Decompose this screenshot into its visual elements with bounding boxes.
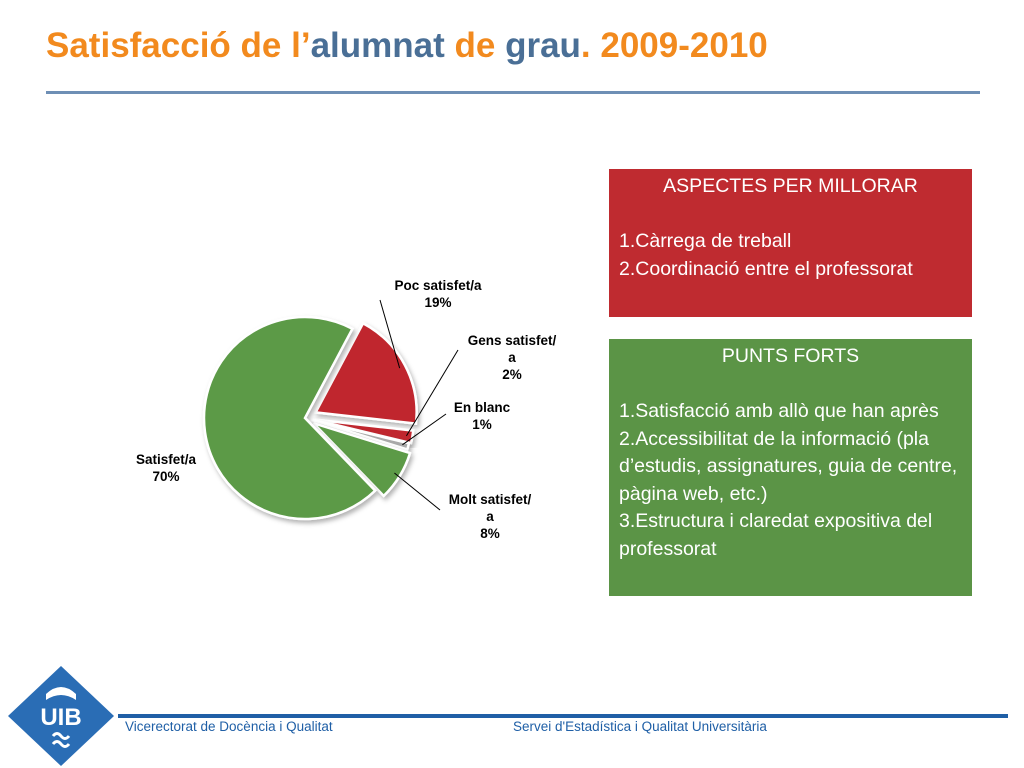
strengths-panel: PUNTS FORTS 1.Satisfacció amb allò que h… <box>609 339 972 596</box>
title-part-4: grau <box>505 26 581 65</box>
pie-slice <box>310 418 411 452</box>
improvement-heading: ASPECTES PER MILLORAR <box>663 175 918 197</box>
logo-text: UIB <box>40 704 81 731</box>
strength-item: 1.Satisfacció amb allò que han après <box>619 400 939 422</box>
strength-item: 2.Accessibilitat de la informació (pla d… <box>619 427 958 505</box>
improvement-item: 1.Càrrega de treball <box>619 230 792 252</box>
slice-label: Gens satisfet/a 2% <box>468 333 557 382</box>
leader-line <box>394 472 441 511</box>
slice-label: En blanc 1% <box>454 400 511 432</box>
logo-wave <box>51 732 71 740</box>
pie-slice <box>202 315 377 521</box>
strengths-heading: PUNTS FORTS <box>721 345 860 367</box>
logo-wave <box>51 740 71 748</box>
pie-slice <box>312 422 412 498</box>
logo-diamond <box>8 666 114 766</box>
strength-item: 3.Estructura i claredat expositiva del p… <box>619 510 933 560</box>
title-part-3: de <box>444 26 506 65</box>
title-divider <box>46 91 980 94</box>
slice-label: Satisfet/a 70% <box>136 452 197 484</box>
title-part-5: . 2009-2010 <box>580 26 768 65</box>
footer-left-text: Vicerectorat de Docència i Qualitat <box>125 719 333 734</box>
slice-label: Molt satisfet/a 8% <box>449 492 532 541</box>
leader-line <box>402 413 447 446</box>
leader-line <box>379 299 401 369</box>
slice-label: Poc satisfet/a 19% <box>394 278 482 310</box>
title-part-2: alumnat <box>310 26 445 65</box>
footer-right-text: Servei d'Estadística i Qualitat Universi… <box>513 719 767 734</box>
improvement-item: 2.Coordinació entre el professorat <box>619 257 913 280</box>
title-part-1: Satisfacció de l’ <box>46 26 311 65</box>
uib-logo-icon: UIB <box>8 666 114 766</box>
improvement-panel: ASPECTES PER MILLORAR 1.Càrrega de treba… <box>609 169 972 317</box>
pie-slice <box>313 321 418 426</box>
leader-line <box>406 349 459 437</box>
footer-divider <box>118 714 1008 718</box>
logo-arch <box>46 687 76 700</box>
page-title: Satisfacció de l’alumnat de grau. 2009-2… <box>46 24 768 68</box>
